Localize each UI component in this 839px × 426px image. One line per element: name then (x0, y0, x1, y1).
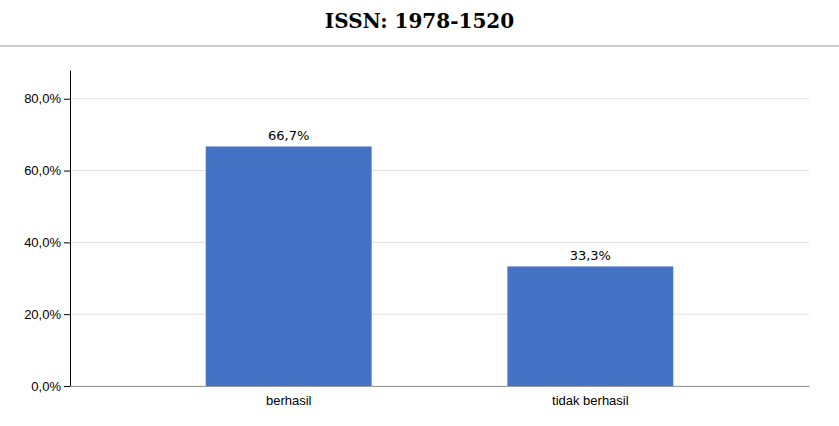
bar (206, 146, 372, 386)
data-label: 66,7% (268, 128, 309, 143)
data-label: 33,3% (570, 248, 611, 263)
x-axis: berhasil tidak berhasil (71, 387, 810, 409)
y-axis-line (70, 71, 71, 387)
x-tick: tidak berhasil (552, 393, 629, 408)
y-tick-mark (64, 314, 70, 315)
grid-line (70, 386, 809, 387)
x-tick: berhasil (266, 393, 312, 408)
y-tick-label: 0,0% (31, 379, 61, 394)
chart: ISSN: 1978-1520 0,0% 20,0% 40,0% 60,0% 80,0% b… (0, 0, 839, 426)
header-rule (0, 46, 839, 47)
y-tick-mark (64, 386, 70, 387)
y-tick: 40,0% (24, 235, 70, 250)
bar (507, 266, 673, 386)
grid (70, 99, 809, 386)
x-tick-label: tidak berhasil (552, 393, 629, 408)
grid-line (70, 170, 809, 171)
y-tick: 80,0% (24, 91, 70, 106)
grid-line (70, 98, 809, 99)
y-tick-mark (64, 171, 70, 172)
bars (206, 146, 674, 386)
y-tick: 20,0% (24, 307, 70, 322)
title: ISSN: 1978-1520 (325, 9, 514, 33)
y-tick: 60,0% (24, 163, 70, 178)
y-tick-label: 40,0% (24, 235, 61, 250)
x-axis-line (71, 386, 810, 387)
plot: 0,0% 20,0% 40,0% 60,0% 80,0% berhasil tidak be… (24, 71, 809, 409)
y-tick-label: 20,0% (24, 307, 61, 322)
y-tick-label: 80,0% (24, 91, 61, 106)
y-tick-label: 60,0% (24, 163, 61, 178)
x-tick-label: berhasil (266, 393, 312, 408)
grid-line (70, 314, 809, 315)
y-tick-mark (64, 99, 70, 100)
y-tick-mark (64, 242, 70, 243)
y-axis: 0,0% 20,0% 40,0% 60,0% 80,0% (24, 71, 70, 394)
y-tick: 0,0% (31, 379, 70, 394)
data-labels: 66,7% 33,3% (268, 128, 611, 263)
grid-line (70, 242, 809, 243)
